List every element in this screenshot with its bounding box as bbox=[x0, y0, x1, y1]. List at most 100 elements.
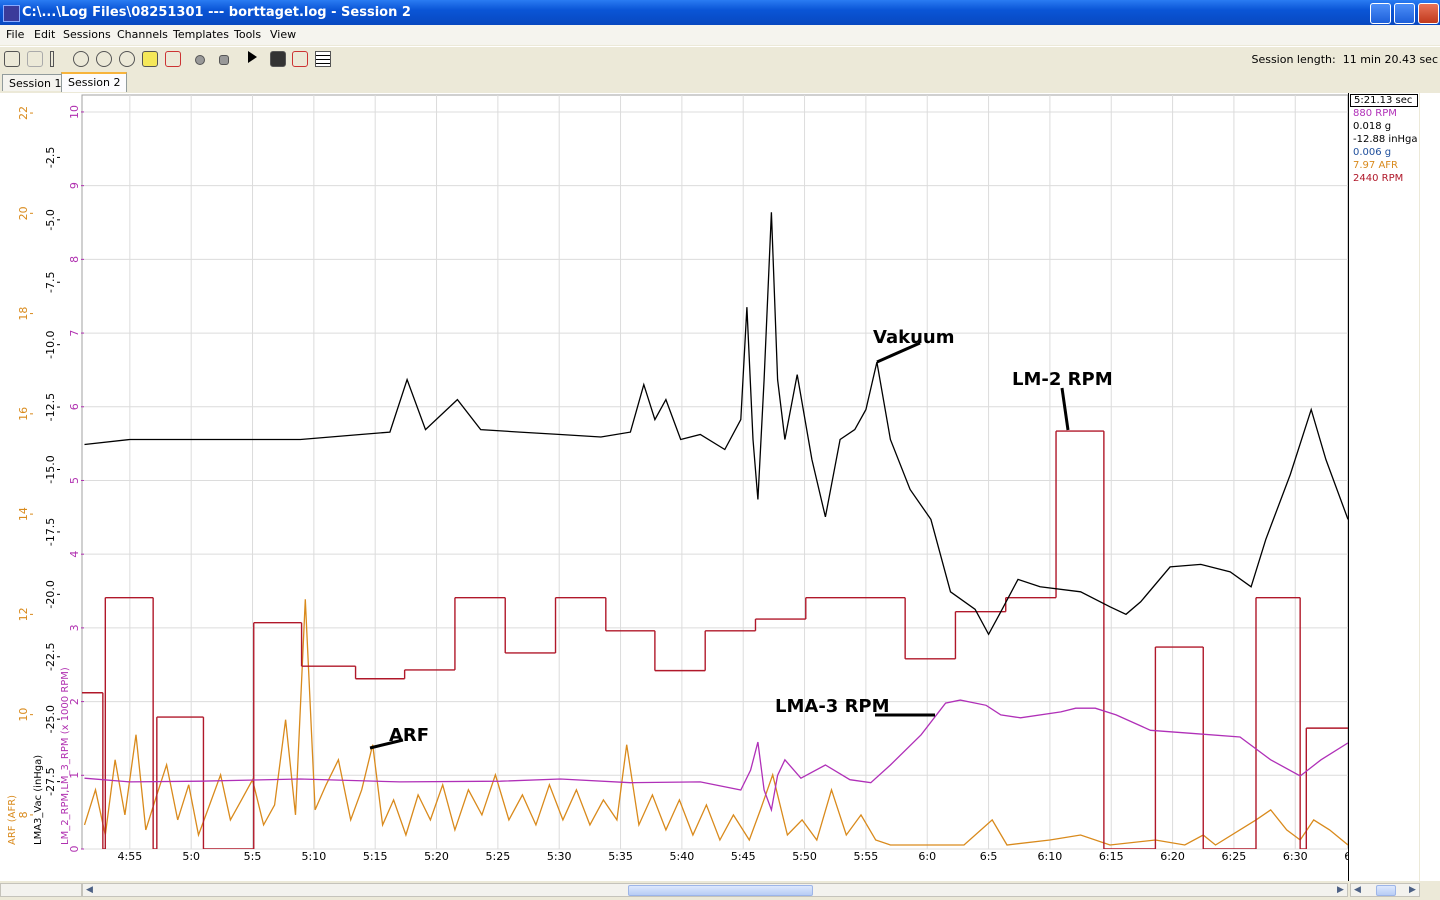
session-tab[interactable]: Session 1 bbox=[2, 74, 69, 91]
menu-item[interactable]: Templates bbox=[173, 28, 229, 41]
y-tick-label: -15.0 bbox=[44, 455, 57, 483]
x-tick-label: 5:30 bbox=[547, 850, 572, 863]
readout-value: 0.006 g bbox=[1353, 147, 1392, 158]
x-tick-label: 5:5 bbox=[244, 850, 262, 863]
y-tick-label: 22 bbox=[17, 106, 30, 120]
table-tool[interactable] bbox=[315, 51, 331, 67]
menu-item[interactable]: View bbox=[270, 28, 297, 41]
scroll-right[interactable]: ▶ bbox=[1409, 885, 1416, 895]
x-tick-label: 5:25 bbox=[486, 850, 511, 863]
annotation-pointer bbox=[1060, 387, 1070, 431]
y-axis-label: LM_2_RPM,LM_3_RPM (x 1000 RPM) bbox=[60, 667, 71, 845]
x-tick-label: 6:10 bbox=[1038, 850, 1063, 863]
session-length-label: Session length: bbox=[1251, 53, 1336, 66]
record-button[interactable] bbox=[195, 55, 205, 65]
y-tick-label: -22.5 bbox=[44, 643, 57, 671]
readout-value: 0.018 g bbox=[1353, 121, 1392, 132]
series-line bbox=[83, 599, 1348, 846]
zoom-in-tool[interactable] bbox=[73, 51, 89, 67]
session-length-value: 11 min 20.43 sec bbox=[1342, 53, 1438, 66]
menu-bar: File Edit Sessions Channels Templates To… bbox=[0, 25, 1440, 45]
scroll-left[interactable]: ◀ bbox=[1354, 885, 1361, 895]
find-tool[interactable] bbox=[270, 51, 286, 67]
x-tick-label: 6:30 bbox=[1283, 850, 1308, 863]
cursor-tool[interactable] bbox=[50, 51, 54, 67]
zoom-out-tool[interactable] bbox=[96, 51, 112, 67]
scroll-left[interactable]: ◀ bbox=[86, 885, 93, 895]
y-tick-label: 3 bbox=[68, 624, 81, 631]
y-tick-label: -27.5 bbox=[44, 767, 57, 795]
x-tick-label: 6:35 bbox=[1344, 850, 1348, 863]
pan-tool[interactable] bbox=[27, 51, 43, 67]
x-tick-label: 5:55 bbox=[854, 850, 879, 863]
menu-item[interactable]: Edit bbox=[34, 28, 56, 41]
y-tick-label: 8 bbox=[17, 811, 30, 818]
window-title: C:\...\Log Files\08251301 --- borttaget.… bbox=[22, 5, 411, 20]
series-layer bbox=[82, 212, 1348, 849]
menu-item[interactable]: Tools bbox=[234, 28, 262, 41]
minimize-button[interactable] bbox=[1370, 3, 1391, 24]
scroll-right[interactable]: ▶ bbox=[1337, 885, 1344, 895]
menu-item[interactable]: Channels bbox=[117, 28, 168, 41]
horizontal-scrollbar[interactable]: ◀ ▶ bbox=[82, 883, 1348, 897]
y-tick-label: 1 bbox=[68, 772, 81, 779]
readout-value: 7.97 AFR bbox=[1353, 160, 1398, 171]
x-tick-label: 6:0 bbox=[918, 850, 936, 863]
x-tick-label: 6:20 bbox=[1160, 850, 1185, 863]
stop-button[interactable] bbox=[219, 55, 229, 65]
y-tick-label: 9 bbox=[68, 182, 81, 189]
session-length: Session length: 11 min 20.43 sec bbox=[1251, 53, 1438, 66]
readout-value: -12.88 inHga bbox=[1353, 134, 1418, 145]
x-tick-label: 5:10 bbox=[302, 850, 327, 863]
y-tick-label: 6 bbox=[68, 403, 81, 410]
menu-item[interactable]: File bbox=[6, 28, 25, 41]
x-tick-label: 4:55 bbox=[117, 850, 142, 863]
annotation-pointer bbox=[876, 341, 921, 364]
readout-panel: 5:21.13 sec 880 RPM 0.018 g -12.88 inHga 0.… bbox=[1348, 93, 1419, 881]
y-tick-label: 10 bbox=[68, 105, 81, 119]
session-tabs: Session 1 Session 2 bbox=[0, 72, 1440, 93]
left-scrollbar[interactable] bbox=[0, 883, 82, 897]
readout-value: 2440 RPM bbox=[1353, 173, 1404, 184]
x-tick-label: 5:0 bbox=[182, 850, 200, 863]
series-line bbox=[84, 699, 1348, 813]
y-tick-label: 18 bbox=[17, 307, 30, 321]
hand-tool[interactable] bbox=[4, 51, 20, 67]
y-tick-label: 16 bbox=[17, 407, 30, 421]
readout-value: 880 RPM bbox=[1353, 108, 1397, 119]
y-tick-label: 12 bbox=[17, 607, 30, 621]
y-tick-label: -5.0 bbox=[44, 209, 57, 230]
x-tick-label: 5:35 bbox=[608, 850, 633, 863]
menu-item[interactable]: Sessions bbox=[63, 28, 111, 41]
toolbar: Session length: 11 min 20.43 sec bbox=[0, 46, 1440, 72]
y-tick-label: -20.0 bbox=[44, 580, 57, 608]
x-tick-label: 5:50 bbox=[792, 850, 817, 863]
notes-tool[interactable] bbox=[142, 51, 158, 67]
clear-tool[interactable] bbox=[165, 51, 181, 67]
side-margin bbox=[1420, 93, 1440, 881]
chart-tool[interactable] bbox=[292, 51, 308, 67]
play-button[interactable] bbox=[248, 51, 263, 63]
y-tick-label: 0 bbox=[68, 846, 81, 853]
x-tick-label: 5:40 bbox=[670, 850, 695, 863]
scroll-thumb[interactable] bbox=[628, 885, 813, 896]
maximize-button[interactable] bbox=[1394, 3, 1415, 24]
annotation-pointer bbox=[369, 738, 404, 750]
timer-tool[interactable] bbox=[119, 51, 135, 67]
y-tick-label: 8 bbox=[68, 256, 81, 263]
session-tab[interactable]: Session 2 bbox=[61, 72, 128, 92]
readout-time: 5:21.13 sec bbox=[1350, 94, 1418, 107]
series-line bbox=[84, 212, 1348, 636]
y-tick-label: -17.5 bbox=[44, 518, 57, 546]
x-tick-label: 5:15 bbox=[363, 850, 388, 863]
readout-scrollbar[interactable]: ◀ ▶ bbox=[1350, 883, 1420, 897]
app-icon bbox=[3, 5, 20, 22]
grid bbox=[82, 95, 1348, 850]
annotation: LMA-3 RPM bbox=[775, 696, 890, 717]
close-button[interactable] bbox=[1418, 3, 1439, 24]
y-tick-label: 2 bbox=[68, 698, 81, 705]
title-bar: C:\...\Log Files\08251301 --- borttaget.… bbox=[0, 0, 1440, 25]
annotation: Vakuum bbox=[873, 327, 954, 348]
scroll-thumb[interactable] bbox=[1376, 885, 1396, 896]
y-tick-label: -25.0 bbox=[44, 705, 57, 733]
